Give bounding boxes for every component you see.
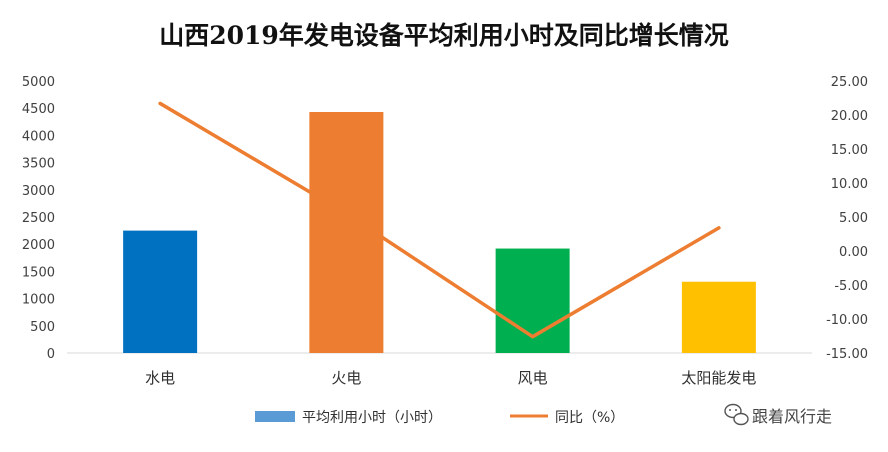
line-point xyxy=(531,335,535,339)
watermark: 跟着风行走 xyxy=(724,403,832,426)
left-tick-label: 1500 xyxy=(22,265,55,280)
right-tick-label: 15.00 xyxy=(831,143,868,158)
line-series xyxy=(158,101,721,339)
bar xyxy=(309,112,384,354)
left-axis-ticks: 0 500 1000 1500 2000 2500 3000 3500 4000 4500 5000 xyxy=(22,75,55,362)
bar xyxy=(681,281,756,353)
legend-swatch-bar xyxy=(255,411,295,422)
right-tick-label: -10.00 xyxy=(826,313,868,328)
category-labels: 水电 火电 风电 太阳能发电 xyxy=(145,369,756,387)
category-label: 火电 xyxy=(331,369,361,387)
line-point xyxy=(344,212,348,216)
left-tick-label: 1000 xyxy=(22,293,55,308)
left-tick-label: 2000 xyxy=(22,238,55,253)
category-label: 水电 xyxy=(145,369,175,387)
bar-series xyxy=(123,112,756,354)
right-tick-label: -5.00 xyxy=(834,279,868,294)
left-tick-label: 2500 xyxy=(22,211,55,226)
left-tick-label: 4500 xyxy=(22,102,55,117)
left-tick-label: 3000 xyxy=(22,184,55,199)
right-tick-label: -15.00 xyxy=(826,347,868,362)
watermark-text: 跟着风行走 xyxy=(752,407,832,426)
line-series-path xyxy=(158,101,721,339)
legend-label-line: 同比（%） xyxy=(555,410,624,426)
left-tick-label: 3500 xyxy=(22,157,55,172)
right-tick-label: 5.00 xyxy=(839,211,868,226)
line-point xyxy=(158,101,162,105)
right-tick-label: 25.00 xyxy=(831,75,868,90)
category-label: 太阳能发电 xyxy=(681,369,756,387)
category-label: 风电 xyxy=(518,369,548,387)
wechat-icon xyxy=(724,403,749,426)
right-tick-label: 20.00 xyxy=(831,109,868,124)
legend: 平均利用小时（小时） 同比（%） xyxy=(255,410,624,426)
left-tick-label: 5000 xyxy=(22,75,55,90)
line-point xyxy=(717,226,721,230)
left-tick-label: 500 xyxy=(30,320,55,335)
chart-title: 山西2019年发电设备平均利用小时及同比增长情况 xyxy=(159,21,729,50)
bar xyxy=(123,230,198,353)
legend-label-bar: 平均利用小时（小时） xyxy=(302,410,442,426)
right-tick-label: 10.00 xyxy=(831,177,868,192)
left-tick-label: 0 xyxy=(47,347,55,362)
right-tick-label: 0.00 xyxy=(839,245,868,260)
left-tick-label: 4000 xyxy=(22,129,55,144)
right-axis-ticks: -15.00 -10.00 -5.00 0.00 5.00 10.00 15.00 20.00… xyxy=(826,75,868,362)
